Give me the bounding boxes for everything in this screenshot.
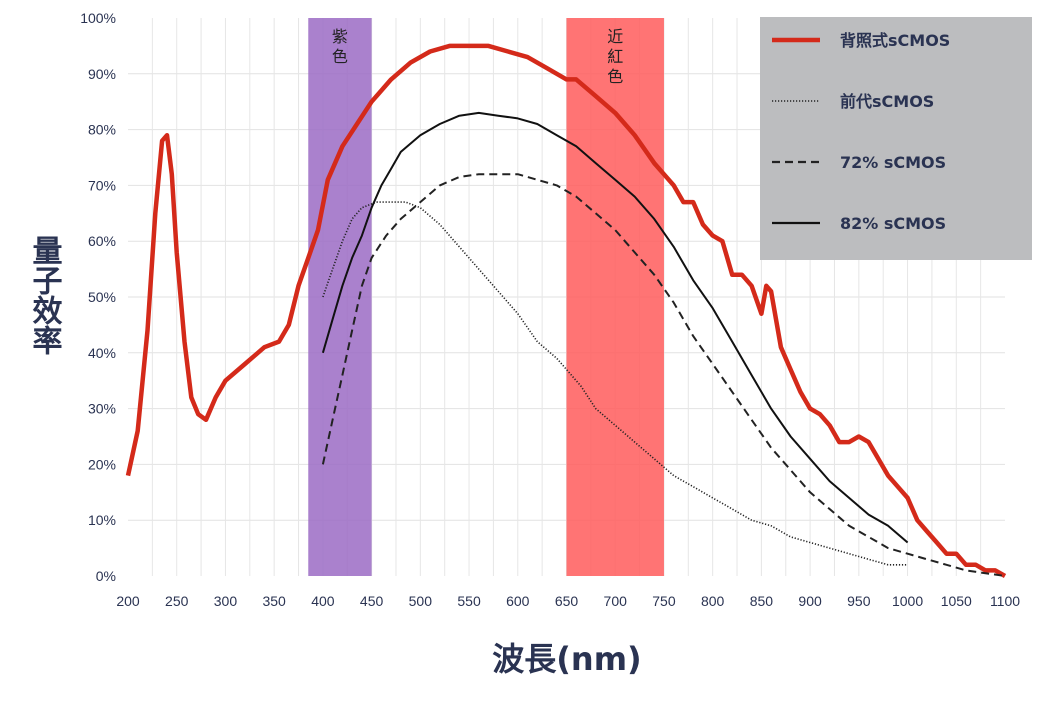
x-tick-label: 250	[165, 593, 189, 609]
y-tick-label: 100%	[80, 10, 116, 26]
x-tick-label: 1100	[990, 593, 1020, 609]
x-tick-label: 600	[506, 593, 530, 609]
x-tick-label: 950	[847, 593, 871, 609]
x-tick-label: 200	[116, 593, 140, 609]
legend: 背照式sCMOS 前代sCMOS 72% sCMOS 82% sCMOS	[760, 17, 1032, 260]
x-tick-label: 450	[360, 593, 384, 609]
legend-label: 72% sCMOS	[840, 153, 946, 172]
x-tick-label: 850	[750, 593, 774, 609]
x-tick-label: 900	[798, 593, 822, 609]
x-tick-label: 550	[457, 593, 481, 609]
legend-box	[760, 17, 1032, 260]
band-label-char: 紫	[332, 27, 348, 46]
x-tick-label: 1050	[941, 593, 972, 609]
band-near-red	[566, 18, 664, 576]
series-line-3	[321, 111, 909, 544]
band-label-char: 色	[332, 47, 348, 66]
series-line-2	[321, 173, 1006, 577]
x-axis-title: 波長(nm)	[492, 640, 641, 678]
series-line-0	[125, 43, 1007, 578]
x-tick-label: 750	[652, 593, 676, 609]
y-tick-label: 30%	[88, 401, 116, 417]
y-tick-label: 70%	[88, 177, 116, 193]
x-tick-label: 400	[311, 593, 335, 609]
y-tick-label: 20%	[88, 456, 116, 472]
y-tick-label: 60%	[88, 233, 116, 249]
series-line-1	[322, 201, 908, 566]
x-tick-label: 800	[701, 593, 725, 609]
y-tick-label: 0%	[96, 568, 116, 584]
data-series	[125, 43, 1007, 578]
legend-label: 前代sCMOS	[840, 92, 934, 111]
x-tick-label: 500	[409, 593, 433, 609]
y-tick-label: 10%	[88, 512, 116, 528]
legend-label: 背照式sCMOS	[840, 31, 950, 50]
y-tick-label: 40%	[88, 345, 116, 361]
x-tick-label: 700	[604, 593, 628, 609]
y-tick-label: 50%	[88, 289, 116, 305]
x-tick-label: 650	[555, 593, 579, 609]
band-label-char: 色	[607, 67, 623, 86]
y-tick-label: 80%	[88, 122, 116, 138]
x-tick-label: 350	[262, 593, 286, 609]
axes: 0% 10% 20% 30% 40% 50% 60% 70% 80% 90% 100% 200 250 3…	[80, 10, 1020, 609]
band-label-char: 紅	[607, 47, 623, 66]
x-tick-label: 1000	[892, 593, 923, 609]
y-axis-title: 量子效率	[27, 235, 63, 355]
y-tick-label: 90%	[88, 66, 116, 82]
x-tick-label: 300	[214, 593, 238, 609]
legend-label: 82% sCMOS	[840, 214, 946, 233]
band-label-char: 近	[607, 27, 623, 46]
